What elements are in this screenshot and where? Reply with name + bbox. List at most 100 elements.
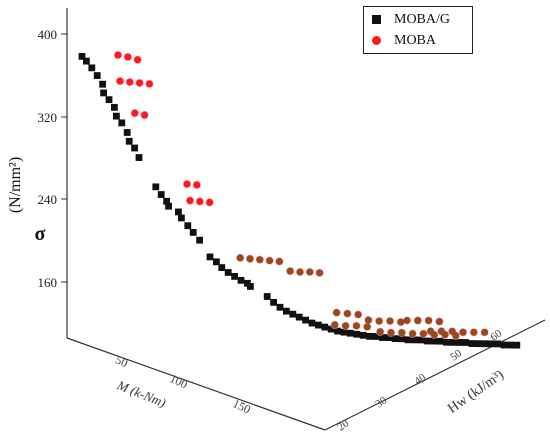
moba-g-point: [334, 327, 341, 335]
moba-g-point: [231, 273, 238, 280]
moba-g-point: [404, 336, 412, 344]
moba-g-point: [131, 144, 138, 152]
moba-point: [419, 330, 427, 338]
moba-g-point: [449, 338, 457, 346]
moba-g-point: [423, 337, 431, 345]
moba-g-point: [206, 253, 214, 261]
moba-point: [409, 330, 417, 338]
z-tick-label: 240: [38, 192, 58, 207]
moba-g-point: [475, 340, 482, 348]
moba-g-point: [494, 340, 501, 348]
moba-point: [364, 316, 372, 324]
moba-point: [398, 329, 406, 337]
moba-point: [306, 268, 314, 276]
series-moba: [113, 50, 489, 341]
moba-point: [196, 197, 204, 206]
moba-g-point: [468, 340, 476, 347]
moba-g-point: [184, 222, 192, 230]
moba-point: [136, 79, 144, 87]
z-tick-label: 400: [38, 27, 58, 42]
moba-point: [246, 255, 254, 263]
moba-g-point: [88, 64, 96, 72]
moba-g-point: [152, 183, 160, 191]
moba-g-point: [224, 269, 232, 276]
moba-point: [427, 327, 435, 335]
moba-point: [193, 181, 201, 189]
m-tick-label: 50: [113, 352, 130, 370]
moba-g-point: [163, 197, 170, 205]
moba-point: [448, 327, 456, 335]
moba-g-point: [481, 340, 489, 348]
moba-point: [414, 316, 422, 325]
z-tick-label: 160: [38, 275, 58, 290]
moba-g-point: [189, 229, 197, 236]
moba-point: [386, 317, 394, 325]
moba-g-point: [308, 319, 316, 327]
moba-g-point: [113, 112, 120, 120]
moba-g-point: [218, 264, 226, 271]
m-tick-label: 150: [231, 396, 253, 416]
moba-point: [437, 327, 445, 335]
moba-point: [256, 256, 264, 264]
moba-g-point: [93, 72, 101, 79]
moba-point: [387, 329, 395, 337]
moba-point: [331, 321, 339, 329]
z-axis-label: σ: [35, 223, 46, 245]
moba-g-point: [78, 53, 86, 60]
moba-g-point: [111, 103, 118, 111]
moba-g-point: [455, 339, 463, 346]
moba-g-point: [385, 334, 393, 341]
moba-g-point: [118, 119, 126, 127]
moba-g-point: [398, 335, 405, 343]
moba-point: [354, 310, 362, 319]
moba-point: [116, 77, 124, 85]
moba-point: [363, 323, 371, 331]
legend-item-moba: MOBA: [364, 31, 474, 51]
moba-g-point: [500, 341, 508, 349]
moba-point: [376, 328, 384, 336]
moba-g-point: [391, 335, 399, 343]
series-moba-g: [78, 53, 521, 349]
moba-g-point: [379, 334, 386, 341]
moba-g-point: [196, 236, 203, 244]
moba-g-point: [411, 336, 418, 344]
moba-point: [206, 198, 214, 206]
moba-point: [126, 78, 134, 86]
moba-g-point: [302, 316, 309, 324]
moba-g-point: [263, 293, 271, 300]
moba-g-point: [270, 298, 277, 306]
axis-labels: 400 320 240 160 σ (N/mm²) 50 100 150 M (k-Nm) 20 30…: [7, 27, 507, 434]
legend-label: MOBA/G: [394, 12, 451, 27]
moba-g-point: [327, 325, 335, 333]
moba-g-point: [443, 338, 450, 346]
moba-g-point: [321, 323, 329, 331]
moba-point: [459, 328, 467, 336]
moba-g-point: [83, 57, 90, 65]
moba-point: [124, 53, 132, 61]
moba-g-point: [507, 341, 514, 349]
moba-point: [375, 317, 383, 325]
moba-g-point: [213, 258, 220, 266]
moba-point: [481, 328, 489, 336]
moba-point: [275, 257, 283, 266]
moba-g-point: [165, 202, 172, 210]
moba-point: [266, 256, 274, 265]
hw-axis-line: [324, 319, 546, 431]
moba-g-point: [359, 331, 367, 339]
moba-point: [403, 316, 411, 325]
legend-label: MOBA: [394, 33, 437, 48]
moba-g-point: [247, 283, 254, 290]
z-tick-label: 320: [38, 110, 58, 125]
m-axis-label: M (k-Nm): [114, 377, 168, 410]
moba-g-point: [289, 310, 297, 318]
moba-point: [286, 267, 294, 275]
moba-point: [470, 328, 478, 336]
moba-g-point: [276, 303, 284, 311]
moba-g-point: [462, 339, 469, 346]
moba-g-point: [135, 154, 143, 161]
circle-marker-icon: [372, 36, 381, 45]
moba-g-point: [283, 307, 290, 315]
moba-g-point: [340, 328, 348, 336]
moba-point: [131, 109, 139, 117]
